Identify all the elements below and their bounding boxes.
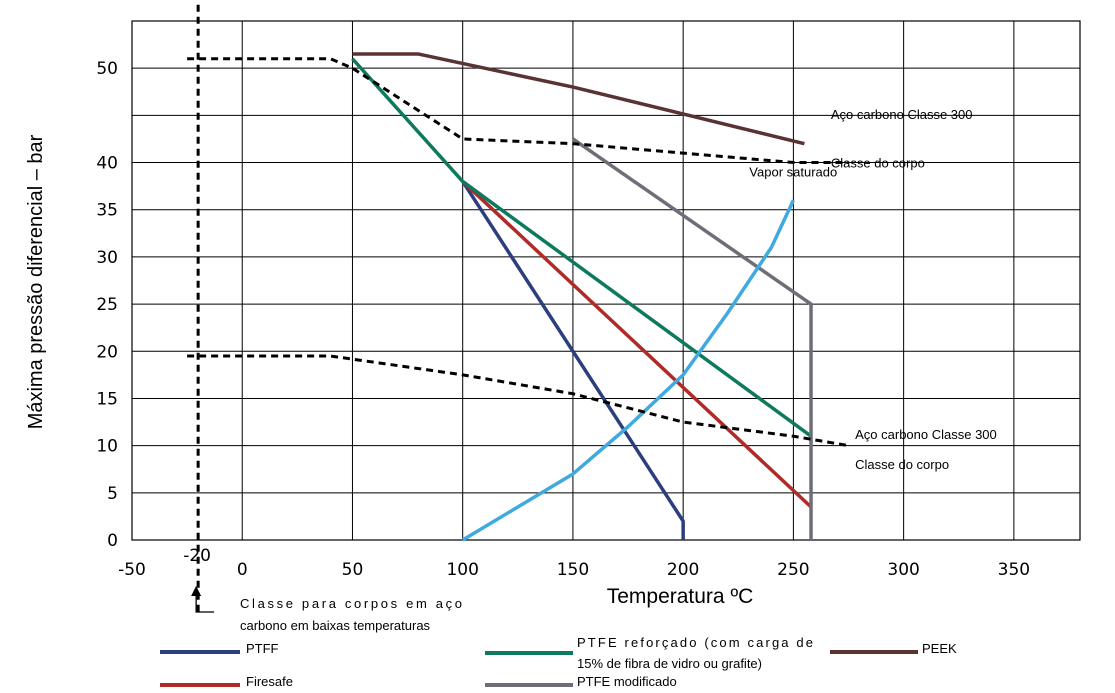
- x-tick-label: 150: [557, 560, 589, 580]
- bracket-note-line-1: Classe para corpos em aço: [240, 596, 462, 611]
- annotation-aco-classe-300-lower: Aço carbono Classe 300: [855, 427, 997, 442]
- series-line-0: [461, 180, 685, 540]
- x-tick-label: 250: [777, 560, 809, 580]
- y-tick-label: 15: [96, 389, 118, 409]
- legend-label-2: PTFE reforçado (com carga de: [577, 635, 813, 650]
- annotation-aco-classe-300-upper: Aço carbono Classe 300: [831, 107, 973, 122]
- legend-label-0: PTFF: [246, 641, 279, 656]
- annotation-classe-corpo-upper: Classe do corpo: [831, 155, 925, 170]
- legend-label-4: PEEK: [922, 641, 957, 656]
- y-tick-label: 10: [96, 437, 118, 457]
- x-tick-label: -50: [118, 560, 146, 580]
- y-tick-label: 0: [107, 531, 118, 551]
- x-tick-label: 100: [446, 560, 478, 580]
- y-tick-label: 5: [107, 484, 118, 504]
- low-temp-bracket: Classe para corpos em aço carbono em bai…: [191, 586, 462, 633]
- series-line-5: [461, 199, 795, 542]
- series-line-4: [352, 52, 805, 146]
- series-line-2: [351, 57, 813, 438]
- bracket-arrowhead-icon: [191, 586, 202, 596]
- y-tick-label: 20: [96, 342, 118, 362]
- legend-label-2: 15% de fibra de vidro ou grafite): [577, 656, 762, 671]
- y-axis-label: Máxima pressão diferencial – bar: [25, 134, 47, 429]
- dashed-limit-line: [187, 354, 849, 448]
- annotation-classe-corpo-lower: Classe do corpo: [855, 457, 949, 472]
- legend-label-1: Firesafe: [246, 674, 293, 689]
- x-tick-label: 0: [237, 560, 248, 580]
- y-tick-label: 25: [96, 295, 118, 315]
- dashed-limit-line: [187, 57, 849, 165]
- legend-label-3: PTFE modificado: [577, 674, 677, 689]
- x-tick-label: 300: [887, 560, 919, 580]
- y-tick-label: 35: [96, 201, 118, 221]
- series-line-3: [571, 137, 813, 540]
- y-tick-label: 50: [96, 59, 118, 79]
- x-tick-label: 350: [998, 560, 1030, 580]
- x-tick-label: 200: [667, 560, 699, 580]
- annotation-vapor-saturado: Vapor saturado: [749, 165, 837, 180]
- bracket-note-line-2: carbono em baixas temperaturas: [240, 618, 431, 633]
- x-tick-label: 50: [342, 560, 364, 580]
- low-temp-marker-label: -20: [183, 546, 211, 566]
- x-axis-label: Temperatura ºC: [607, 585, 754, 608]
- y-tick-label: 40: [96, 154, 118, 174]
- chart-series: [187, 0, 849, 616]
- y-tick-label: 30: [96, 248, 118, 268]
- series-line-1: [461, 180, 813, 509]
- chart-ticks: -50 0 50 100 150 200 250 300 3500510152025303540…: [96, 59, 1030, 580]
